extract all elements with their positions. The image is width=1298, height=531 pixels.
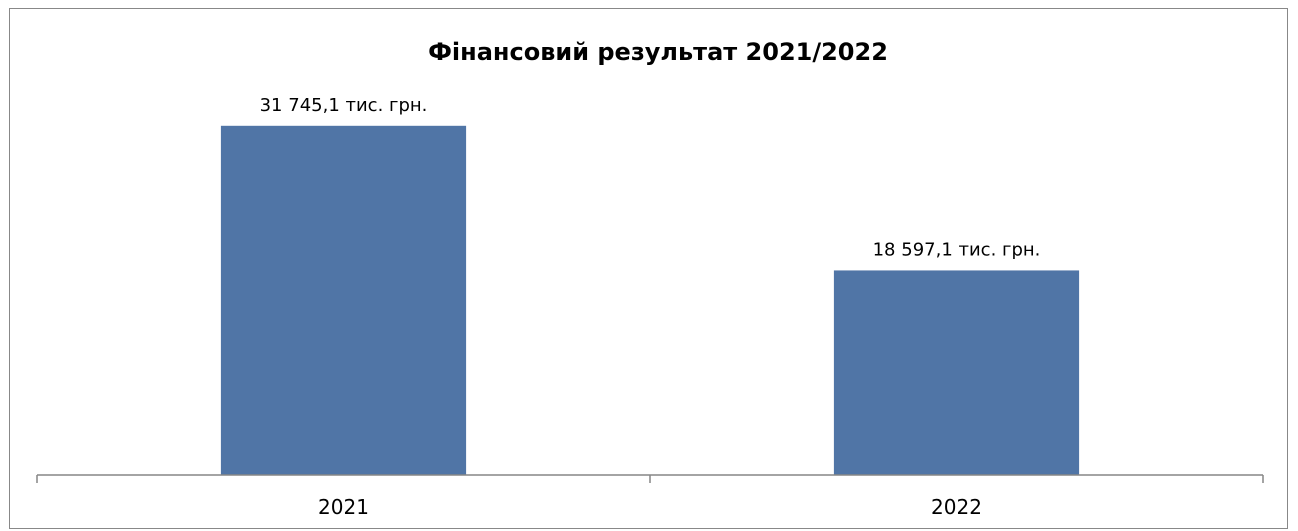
- x-tick-label-2021: 2021: [318, 495, 369, 519]
- x-tick-labels: 2021 2022: [318, 495, 982, 519]
- data-label-2021: 31 745,1 тис. грн.: [260, 95, 428, 116]
- x-tick-label-2022: 2022: [931, 495, 982, 519]
- bar-2021: [220, 125, 467, 476]
- data-labels: 31 745,1 тис. грн. 18 597,1 тис. грн.: [260, 95, 1041, 261]
- chart-title: Фінансовий результат 2021/2022: [428, 38, 888, 66]
- x-axis: [36, 474, 1264, 483]
- bar-2022: [833, 270, 1080, 475]
- bars: [220, 125, 1080, 476]
- data-label-2022: 18 597,1 тис. грн.: [873, 239, 1041, 260]
